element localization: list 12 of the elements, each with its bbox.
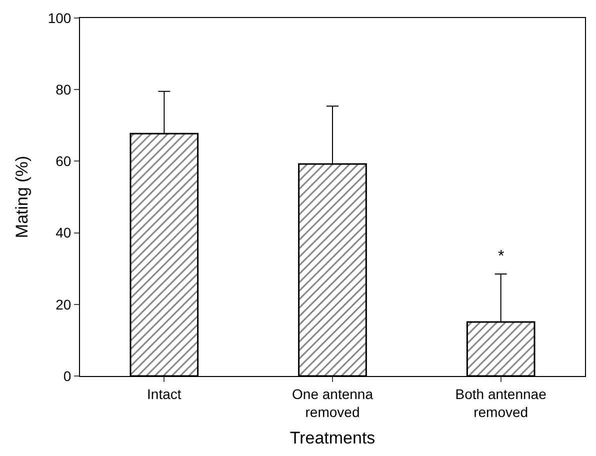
y-tick-label: 0: [63, 368, 72, 384]
y-tick-label: 40: [56, 224, 72, 241]
y-tick-label: 100: [48, 10, 72, 26]
y-tick-label: 80: [56, 82, 72, 98]
y-axis-title: Mating (%): [12, 156, 32, 238]
y-tick-label: 20: [56, 296, 72, 312]
x-tick-label: Both antennae removed: [455, 386, 547, 420]
y-tick-label: 60: [56, 153, 72, 170]
x-tick-label: One antenna removed: [292, 386, 374, 420]
x-axis-title: Treatments: [290, 428, 376, 448]
annotation: *: [498, 248, 504, 265]
x-tick-label: Intact: [147, 386, 182, 402]
